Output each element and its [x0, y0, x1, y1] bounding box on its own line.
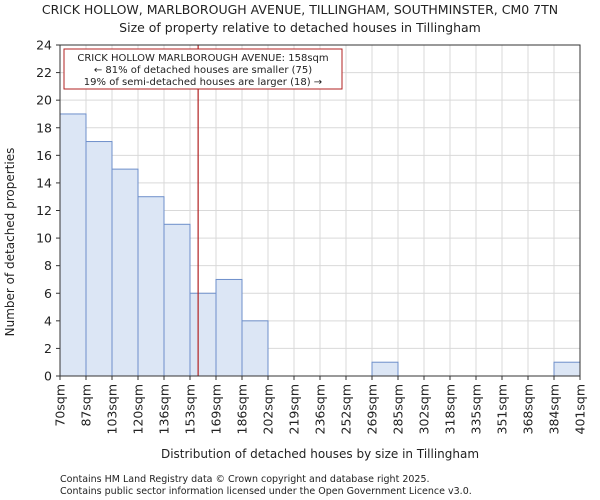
y-tick-label: 10 — [36, 231, 52, 246]
x-tick-label: 318sqm — [443, 384, 458, 434]
x-tick-label: 219sqm — [287, 384, 302, 434]
bar — [215, 278, 243, 377]
footer-line-2: Contains public sector information licen… — [60, 486, 472, 497]
x-tick-label: 384sqm — [547, 384, 562, 434]
x-tick-label: 186sqm — [235, 384, 250, 434]
footer-line-1: Contains HM Land Registry data © Crown c… — [60, 474, 430, 485]
y-tick-label: 14 — [36, 175, 52, 190]
x-tick-label: 70sqm — [53, 384, 68, 427]
x-tick-label: 153sqm — [183, 384, 198, 434]
y-tick-label: 0 — [44, 369, 52, 384]
x-tick-label: 351sqm — [495, 384, 510, 434]
x-tick-label: 302sqm — [417, 384, 432, 434]
y-tick-label: 18 — [36, 120, 52, 135]
x-tick-label: 236sqm — [313, 384, 328, 434]
x-tick-label: 202sqm — [261, 384, 276, 434]
annotation-line-1: CRICK HOLLOW MARLBOROUGH AVENUE: 158sqm — [77, 53, 328, 64]
bar — [163, 223, 191, 377]
x-tick-label: 401sqm — [573, 384, 588, 434]
bar — [59, 113, 87, 377]
y-tick-label: 22 — [36, 65, 52, 80]
bar — [111, 168, 139, 377]
x-tick-label: 335sqm — [469, 384, 484, 434]
chart-subtitle: Size of property relative to detached ho… — [119, 20, 481, 35]
annotation-line-3: 19% of semi-detached houses are larger (… — [84, 77, 322, 88]
bar — [241, 320, 269, 377]
x-tick-label: 136sqm — [157, 384, 172, 434]
y-tick-label: 12 — [36, 203, 52, 218]
annotation-box: CRICK HOLLOW MARLBOROUGH AVENUE: 158sqm … — [63, 48, 343, 90]
x-tick-label: 285sqm — [391, 384, 406, 434]
x-tick-label: 368sqm — [521, 384, 536, 434]
x-tick-label: 252sqm — [339, 384, 354, 434]
x-tick-label: 87sqm — [79, 384, 94, 427]
y-tick-label: 16 — [36, 148, 52, 163]
chart-title: CRICK HOLLOW, MARLBOROUGH AVENUE, TILLIN… — [42, 2, 558, 17]
y-axis-label: Number of detached properties — [3, 148, 17, 337]
bar — [553, 361, 581, 377]
y-tick-label: 4 — [44, 313, 52, 328]
annotation-line-2: ← 81% of detached houses are smaller (75… — [94, 65, 312, 76]
bar — [189, 292, 217, 377]
y-tick-label: 6 — [44, 286, 52, 301]
y-tick-label: 8 — [44, 258, 52, 273]
x-tick-label: 120sqm — [131, 384, 146, 434]
bar — [371, 361, 399, 377]
x-tick-label: 169sqm — [209, 384, 224, 434]
y-tick-label: 24 — [36, 38, 52, 53]
bar — [137, 196, 165, 377]
bar — [85, 141, 113, 377]
x-tick-label: 103sqm — [105, 384, 120, 434]
y-tick-label: 20 — [36, 93, 52, 108]
bars — [59, 113, 581, 377]
x-axis-ticks: 70sqm 87sqm 103sqm 120sqm 136sqm 153sqm 169sqm… — [53, 376, 588, 434]
x-axis-label: Distribution of detached houses by size … — [161, 447, 479, 461]
x-tick-label: 269sqm — [365, 384, 380, 434]
y-tick-label: 2 — [44, 341, 52, 356]
